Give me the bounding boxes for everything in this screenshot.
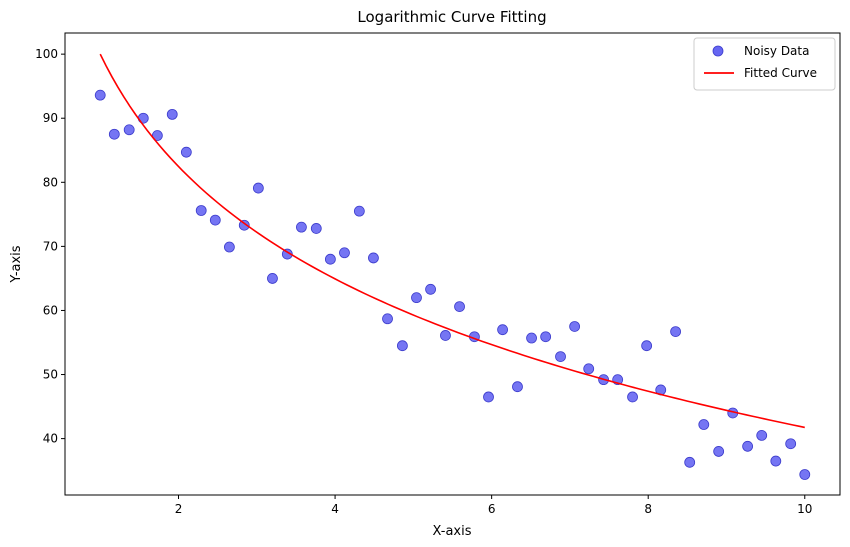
y-tick-label: 50 bbox=[43, 368, 58, 382]
data-point bbox=[339, 247, 350, 259]
data-point bbox=[454, 301, 465, 313]
data-point bbox=[742, 440, 754, 452]
data-point bbox=[151, 130, 163, 141]
data-point bbox=[670, 326, 682, 338]
data-point bbox=[497, 324, 509, 336]
x-tick-label: 4 bbox=[331, 502, 339, 516]
data-point bbox=[296, 221, 307, 233]
legend: Noisy Data Fitted Curve bbox=[693, 37, 836, 91]
x-tick-label: 6 bbox=[488, 502, 496, 516]
chart-title: Logarithmic Curve Fitting bbox=[357, 8, 546, 26]
data-point bbox=[483, 391, 494, 403]
plot-frame bbox=[64, 32, 841, 496]
data-point bbox=[627, 391, 638, 403]
data-point bbox=[382, 313, 393, 325]
x-tick-label: 10 bbox=[797, 502, 812, 516]
data-point bbox=[281, 248, 293, 260]
data-point bbox=[166, 108, 178, 120]
data-point bbox=[770, 455, 782, 467]
data-point bbox=[411, 292, 422, 304]
legend-marker-noisy-data bbox=[712, 45, 724, 57]
data-point bbox=[555, 351, 566, 362]
data-point bbox=[368, 252, 379, 264]
data-point bbox=[425, 283, 436, 295]
fitted-curve-line bbox=[99, 53, 805, 429]
data-point bbox=[799, 469, 811, 480]
data-point bbox=[324, 253, 336, 265]
data-point bbox=[223, 241, 235, 253]
data-point bbox=[267, 273, 278, 284]
x-tick-label: 8 bbox=[644, 502, 652, 516]
data-point bbox=[569, 321, 581, 332]
data-point bbox=[353, 205, 365, 217]
y-axis-label: Y-axis bbox=[9, 245, 24, 283]
curve-layer bbox=[99, 53, 805, 429]
y-tick-label: 40 bbox=[43, 432, 58, 446]
data-point bbox=[209, 214, 221, 226]
y-tick-label: 90 bbox=[43, 111, 58, 125]
data-point bbox=[310, 223, 322, 234]
data-point bbox=[785, 438, 797, 450]
data-point bbox=[180, 146, 192, 158]
data-point bbox=[713, 446, 725, 457]
data-point bbox=[252, 182, 264, 194]
data-point bbox=[684, 456, 696, 468]
y-tick-label: 80 bbox=[43, 175, 58, 189]
legend-label-noisy-data: Noisy Data bbox=[744, 44, 809, 58]
data-point bbox=[526, 332, 537, 344]
x-axis-label: X-axis bbox=[433, 524, 472, 539]
data-point bbox=[512, 381, 523, 393]
legend-box bbox=[693, 37, 836, 91]
data-point bbox=[540, 331, 552, 343]
data-point bbox=[641, 340, 653, 352]
data-point bbox=[238, 219, 250, 231]
data-point bbox=[195, 205, 207, 216]
ticks-layer: 2 4 6 8 10 40 50 60 70 80 90 100 bbox=[35, 47, 812, 516]
y-tick-label: 70 bbox=[43, 239, 58, 253]
y-tick-label: 100 bbox=[35, 47, 58, 61]
data-point bbox=[94, 89, 106, 101]
data-point bbox=[396, 340, 408, 352]
x-tick-label: 2 bbox=[175, 502, 183, 516]
data-point bbox=[756, 430, 768, 441]
plot-data bbox=[94, 89, 811, 480]
y-tick-label: 60 bbox=[43, 303, 58, 317]
data-point bbox=[440, 330, 451, 341]
data-point bbox=[123, 124, 135, 136]
data-point bbox=[583, 363, 595, 375]
data-point bbox=[108, 128, 120, 140]
data-point bbox=[698, 419, 710, 430]
legend-label-fitted-curve: Fitted Curve bbox=[744, 66, 817, 80]
